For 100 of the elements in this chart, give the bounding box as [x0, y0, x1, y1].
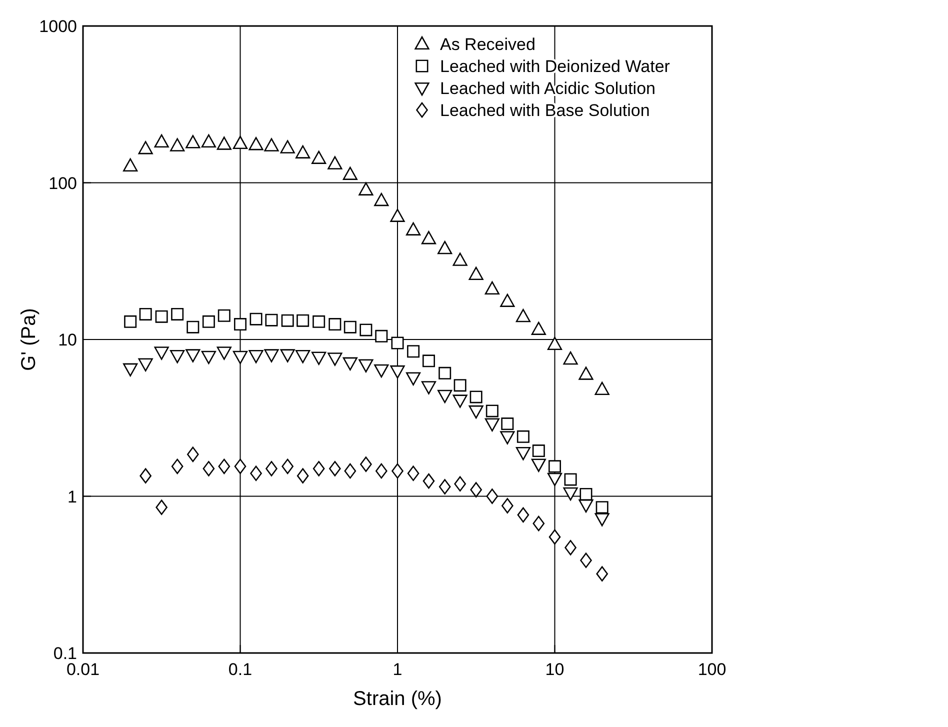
point: [486, 404, 498, 418]
x-axis-title: Strain (%): [353, 688, 442, 710]
point: [390, 365, 405, 379]
point: [187, 446, 199, 462]
point: [594, 382, 610, 396]
point: [280, 140, 295, 154]
point: [154, 134, 169, 148]
point: [548, 460, 561, 473]
point: [232, 350, 248, 364]
point: [344, 463, 356, 479]
point: [329, 461, 341, 476]
point: [280, 349, 295, 362]
point: [563, 487, 578, 501]
point: [596, 501, 608, 514]
point: [201, 350, 216, 364]
point: [438, 366, 452, 380]
point: [375, 330, 388, 342]
point: [564, 473, 577, 486]
point: [296, 145, 310, 158]
point: [392, 463, 404, 479]
point: [264, 138, 279, 152]
point: [123, 158, 138, 172]
point: [139, 308, 152, 320]
point: [265, 314, 278, 326]
point: [156, 500, 168, 515]
point: [248, 350, 264, 364]
point: [234, 318, 246, 331]
point: [548, 529, 561, 545]
x-tick-label: 0.1: [228, 660, 252, 679]
y-tick-label: 100: [48, 174, 77, 193]
point: [594, 513, 610, 526]
point: [470, 390, 482, 404]
point: [170, 138, 185, 152]
point: [312, 461, 325, 476]
point: [140, 468, 152, 484]
point: [500, 294, 515, 307]
point: [328, 156, 342, 170]
point: [532, 516, 545, 532]
x-tick-label: 0.01: [66, 660, 100, 679]
point: [501, 418, 514, 430]
point: [312, 352, 326, 365]
point: [376, 463, 388, 479]
point: [407, 466, 420, 481]
point: [328, 352, 342, 366]
point: [531, 322, 546, 335]
point: [516, 430, 530, 443]
point: [547, 336, 562, 350]
point: [360, 324, 372, 336]
point: [218, 309, 230, 322]
point: [422, 473, 435, 489]
point: [358, 359, 374, 372]
point: [171, 458, 184, 474]
point: [342, 357, 358, 370]
point: [312, 315, 326, 328]
point: [421, 381, 436, 394]
point: [578, 366, 594, 380]
point: [296, 314, 310, 327]
point: [580, 488, 592, 500]
point: [531, 458, 546, 472]
point: [484, 418, 500, 432]
point: [532, 444, 545, 458]
point: [452, 394, 468, 408]
point: [281, 314, 294, 327]
point: [186, 320, 200, 334]
point: [296, 350, 310, 364]
point: [596, 566, 608, 582]
point: [452, 252, 468, 266]
point: [202, 315, 215, 328]
point: [312, 150, 326, 164]
y-axis-title: G' (Pa): [18, 308, 40, 371]
point: [266, 461, 278, 476]
point: [390, 208, 405, 222]
x-tick-label: 1: [392, 660, 402, 679]
point: [580, 552, 592, 568]
point: [563, 351, 578, 365]
point: [282, 458, 294, 474]
point: [391, 336, 404, 350]
point: [234, 458, 246, 474]
y-tick-label: 1000: [39, 17, 77, 36]
point: [454, 379, 466, 392]
point: [154, 346, 169, 360]
point: [407, 345, 420, 358]
point: [438, 240, 452, 254]
point: [170, 350, 185, 364]
legend-label: As Received: [440, 35, 536, 54]
point: [406, 372, 421, 386]
point: [486, 488, 498, 504]
point: [468, 405, 484, 419]
point: [202, 461, 215, 476]
point: [360, 456, 372, 472]
point: [264, 349, 279, 362]
point: [250, 312, 262, 326]
point: [454, 476, 466, 492]
point: [547, 472, 562, 486]
point: [516, 447, 530, 460]
point: [406, 222, 421, 236]
y-tick-label: 10: [58, 330, 77, 350]
x-tick-label: 100: [698, 660, 726, 679]
point: [344, 320, 356, 334]
point: [421, 230, 436, 244]
